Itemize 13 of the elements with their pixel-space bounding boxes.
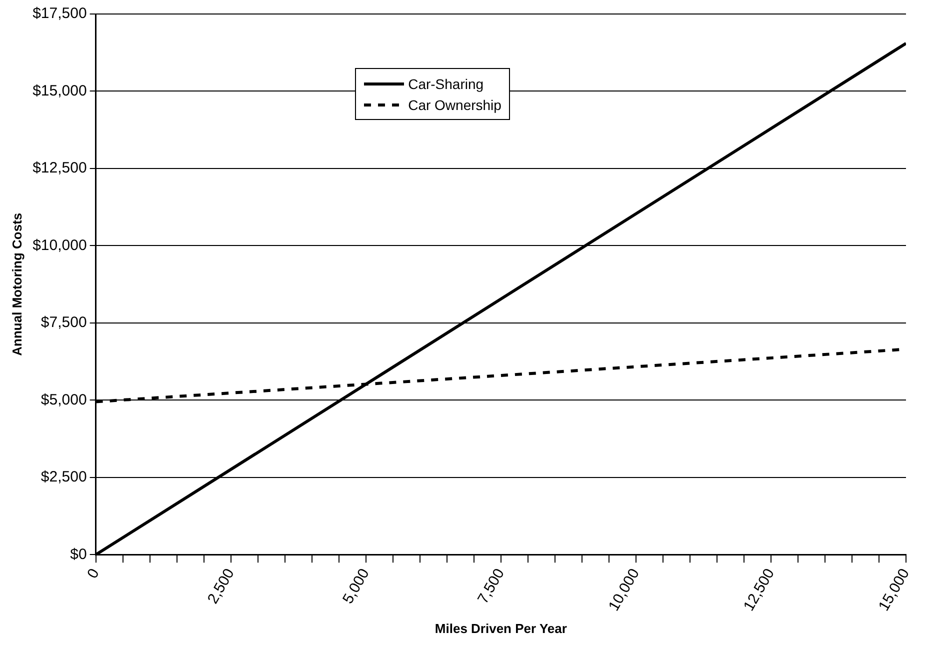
y-tick-label: $0 (70, 546, 87, 563)
y-tick-label: $5,000 (40, 391, 87, 408)
x-axis-title: Miles Driven Per Year (434, 620, 567, 636)
y-axis-title: Annual Motoring Costs (9, 212, 24, 356)
legend-label: Car Ownership (408, 96, 502, 113)
y-tick-label: $17,500 (32, 5, 87, 22)
x-tick-label: 0 (84, 566, 103, 582)
y-tick-label: $2,500 (40, 468, 87, 486)
y-tick-label: $15,000 (32, 82, 87, 100)
y-tick-label: $12,500 (32, 160, 87, 177)
legend-label: Car-Sharing (408, 76, 484, 92)
y-tick-label: $7,500 (40, 314, 87, 332)
y-tick-label: $10,000 (32, 236, 87, 254)
